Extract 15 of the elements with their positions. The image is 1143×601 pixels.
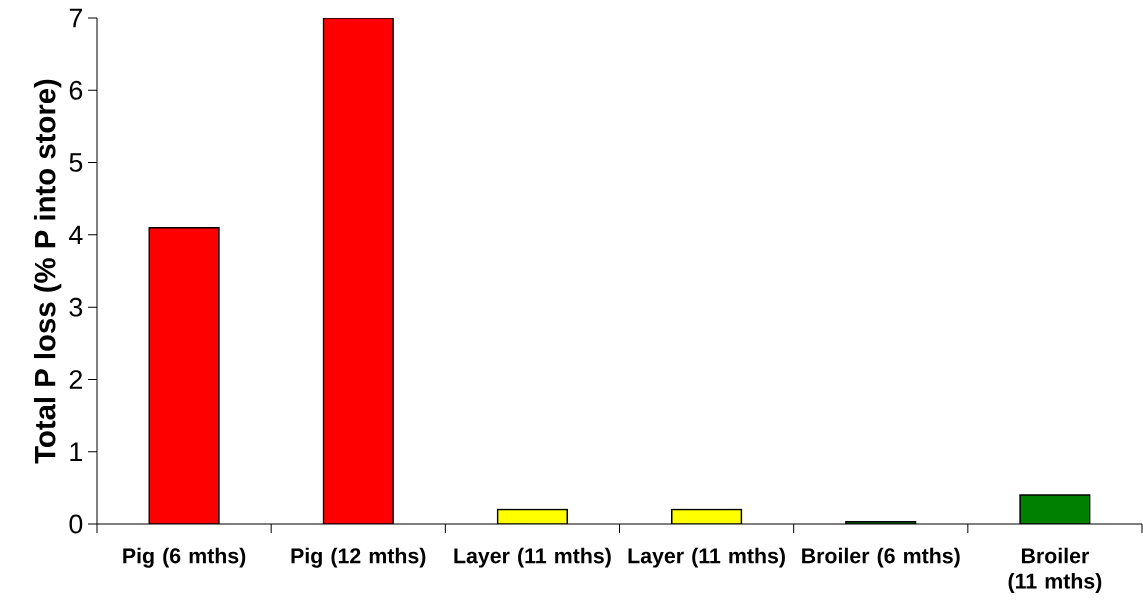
y-tick-label: 0 [69,514,83,534]
x-tick-label: Broiler (6 mths) [802,547,960,568]
y-tick-label: 1 [70,442,82,461]
y-tick-label: 3 [69,297,83,317]
x-tick-label: Layer (11 mths) [454,547,611,568]
x-tick-label: Pig (6 mths) [123,547,246,568]
y-axis-title: Total P loss (% P into store) [33,79,62,464]
x-tick-label: Layer (11 mths) [628,547,785,568]
y-tick-label: 2 [69,370,82,389]
y-tick-label: 7 [69,8,82,28]
y-tick-label: 6 [69,80,83,100]
y-tick-label: 4 [69,225,83,245]
x-tick-label: Pig (12 mths) [291,547,426,568]
y-tick-label: 5 [69,153,83,172]
x-tick-label: Broiler (11 mths) [1008,547,1102,593]
